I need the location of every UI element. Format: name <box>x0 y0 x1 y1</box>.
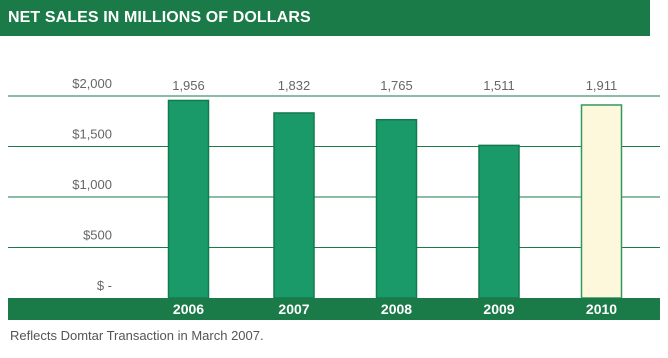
y-tick-label: $ - <box>97 278 112 293</box>
y-tick-label: $2,000 <box>72 76 112 91</box>
value-label-2007: 1,832 <box>278 78 311 93</box>
footnote: Reflects Domtar Transaction in March 200… <box>10 328 264 343</box>
x-tick-label-2008: 2008 <box>381 301 412 317</box>
x-tick-label-2010: 2010 <box>586 301 617 317</box>
bars <box>167 99 623 299</box>
value-label-2006: 1,956 <box>172 78 205 93</box>
y-tick-label: $1,000 <box>72 177 112 192</box>
y-axis-tick-labels: $ - $500 $1,000 $1,500 $2,000 <box>72 76 112 293</box>
bar-2008 <box>375 118 418 299</box>
x-axis-tick-labels: 2006 2007 2008 2009 2010 <box>173 301 617 317</box>
x-tick-label-2007: 2007 <box>278 301 309 317</box>
bar-2006 <box>167 99 210 299</box>
y-tick-label: $500 <box>83 228 112 243</box>
y-tick-label: $1,500 <box>72 127 112 142</box>
bar-2009 <box>478 144 520 299</box>
chart-title: NET SALES IN MILLIONS OF DOLLARS <box>0 0 650 36</box>
x-axis-band <box>8 298 660 320</box>
y-axis-gridlines <box>8 95 660 248</box>
x-tick-label-2006: 2006 <box>173 301 204 317</box>
bar-2010 <box>580 104 623 299</box>
value-label-2008: 1,765 <box>380 78 413 93</box>
value-label-2009: 1,511 <box>483 78 515 93</box>
x-tick-label-2009: 2009 <box>483 301 514 317</box>
value-labels: 1,956 1,832 1,765 1,511 1,911 <box>172 78 617 93</box>
value-label-2010: 1,911 <box>586 78 618 93</box>
bar-2007 <box>273 112 315 299</box>
